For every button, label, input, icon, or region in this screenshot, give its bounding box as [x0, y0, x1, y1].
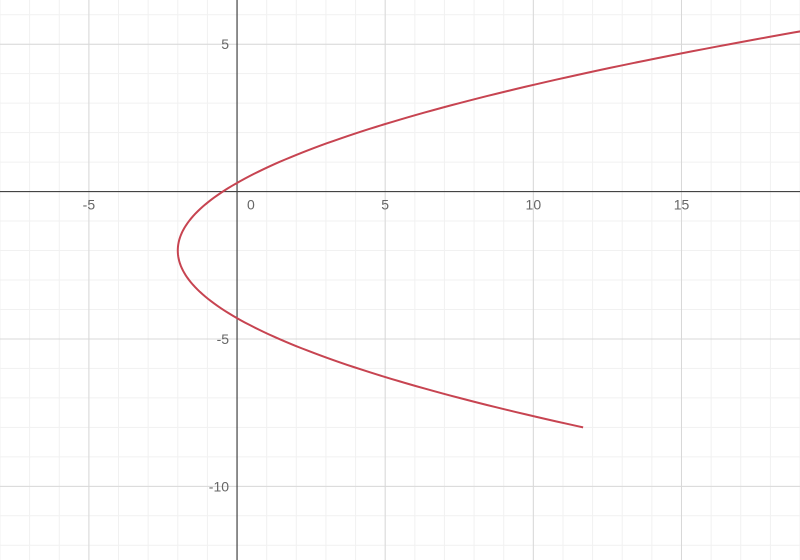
x-tick-label: 15	[674, 197, 690, 213]
origin-label: 0	[247, 197, 255, 213]
y-tick-label: -10	[209, 478, 229, 494]
y-tick-label: 5	[221, 36, 229, 52]
x-tick-label: -5	[83, 197, 96, 213]
parabola-curve	[178, 0, 800, 427]
x-tick-label: 10	[526, 197, 542, 213]
parabola-chart: -5 5 10 15 -10 -5 5 0	[0, 0, 800, 560]
x-tick-label: 5	[381, 197, 389, 213]
y-tick-label: -5	[217, 331, 230, 347]
